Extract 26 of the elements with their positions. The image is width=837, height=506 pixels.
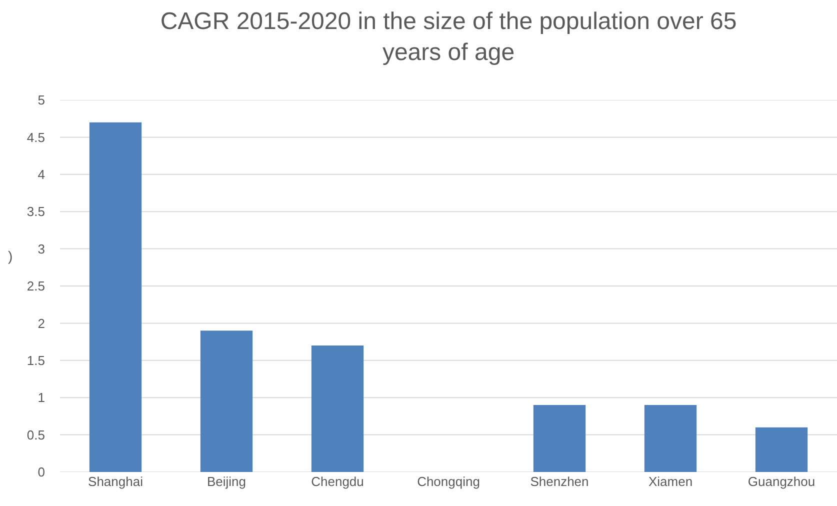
chart-title: CAGR 2015-2020 in the size of the population over 65 years of age [160,8,737,66]
y-tick-label: 0 [38,464,45,480]
x-tick-label: Beijing [206,474,246,489]
x-tick-label: Chongqing [417,474,480,489]
y-tick-label: 1 [38,390,45,406]
y-tick-label: 3.5 [26,204,45,220]
bar [644,405,697,472]
x-tick-label: Shenzhen [530,474,589,489]
y-tick-label: 0.5 [26,427,45,442]
bar [200,330,253,472]
y-axis-title: ) [8,248,13,264]
bar [755,427,808,472]
x-tick-label: Xiamen [648,474,693,489]
y-tick-label: 2 [38,316,45,331]
y-tick-label: 3 [38,241,45,256]
bar [89,122,142,472]
y-tick-label: 4.5 [26,130,45,145]
x-tick-label: Chengdu [311,474,364,489]
bar [533,405,586,472]
y-tick-label: 4 [38,166,45,182]
y-tick-label: 2.5 [26,278,45,294]
x-tick-label: Shanghai [88,474,144,489]
y-tick-label: 1.5 [26,352,45,368]
y-tick-label: 5 [38,92,45,108]
bar [311,346,364,472]
x-tick-label: Guangzhou [748,474,816,489]
